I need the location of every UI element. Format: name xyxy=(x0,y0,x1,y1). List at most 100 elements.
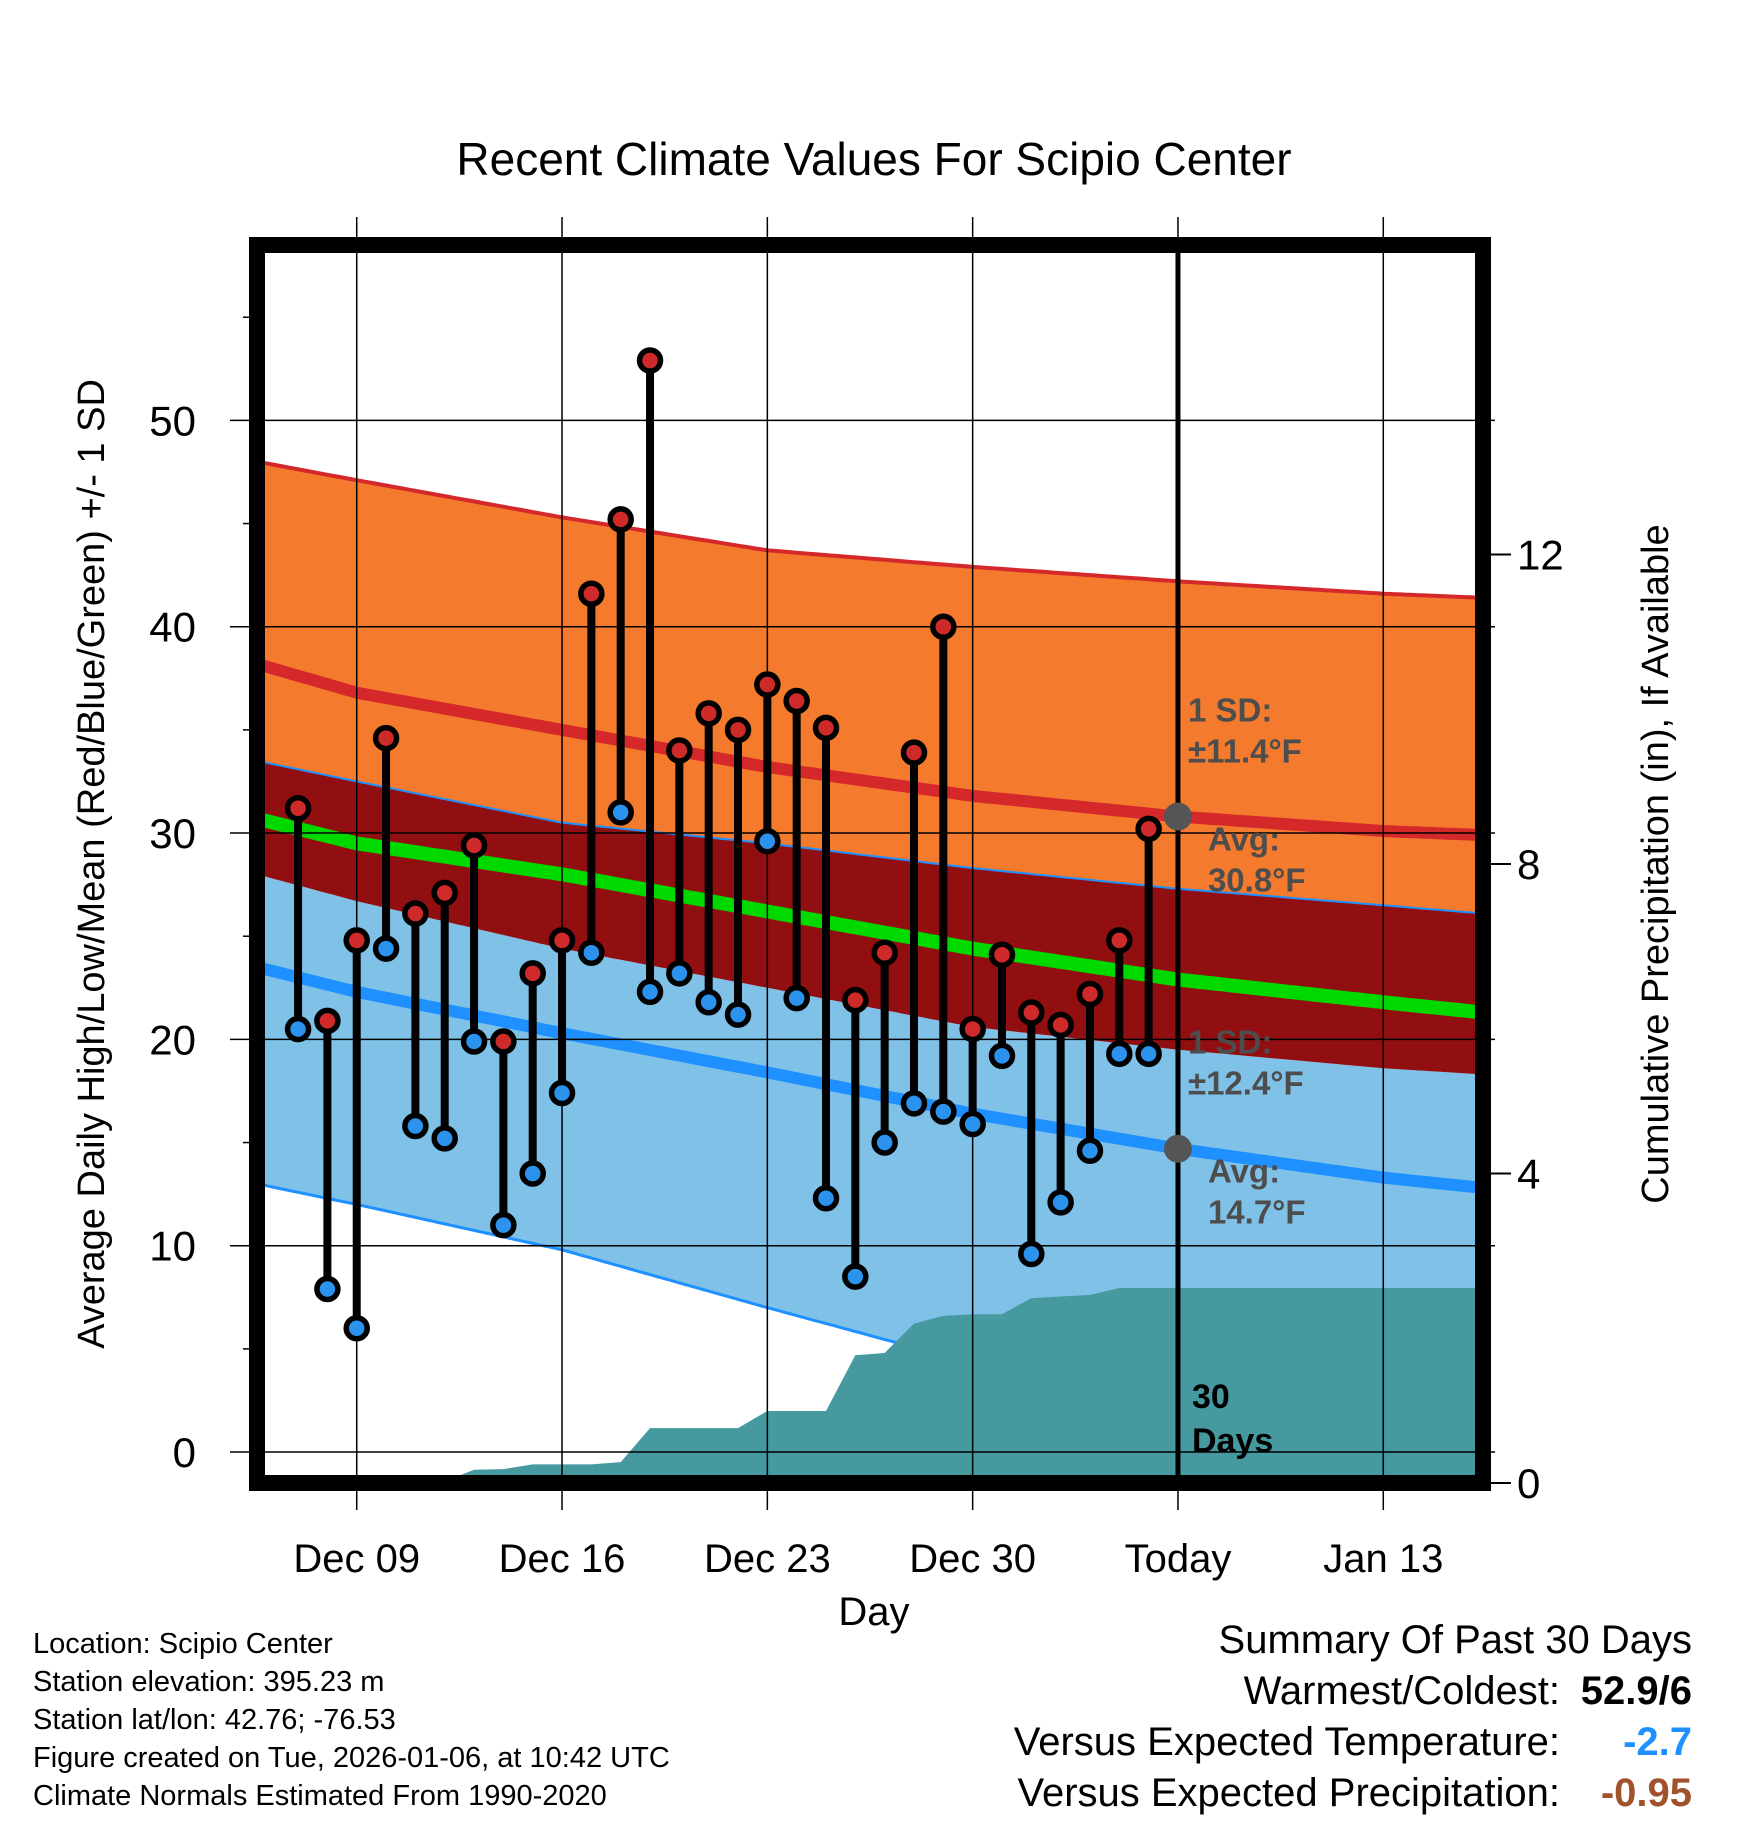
y2-axis: 0 4 8 12 xyxy=(1491,532,1564,1507)
normal-low-line xyxy=(257,961,1483,1194)
obs-low-point xyxy=(431,1125,458,1152)
obs-high-point xyxy=(519,960,546,987)
obs-high-point xyxy=(871,939,898,966)
obs-low-point xyxy=(343,1315,370,1342)
obs-high-point xyxy=(666,737,693,764)
temp-anomaly-value: -2.7 xyxy=(1623,1720,1692,1764)
obs-high-point xyxy=(314,1007,341,1035)
obs-low-point xyxy=(1106,1040,1133,1068)
obs-high-point xyxy=(724,716,752,744)
precip-anomaly-value: -0.95 xyxy=(1600,1771,1692,1815)
obs-low-point xyxy=(1047,1189,1074,1216)
y2-axis-label: Cumulative Precipitation (in), If Availa… xyxy=(1635,524,1677,1203)
obs-high-point xyxy=(1047,1011,1074,1039)
summary-panel: Summary Of Past 30 Days Warmest/Coldest:… xyxy=(872,1618,1692,1822)
obs-high-point xyxy=(578,580,605,607)
obs-high-point xyxy=(695,700,722,727)
x-tick-label: Dec 16 xyxy=(499,1537,626,1581)
obs-high-point xyxy=(284,795,312,822)
obs-low-point xyxy=(372,935,400,962)
warmest-coldest-value: 52.9/6 xyxy=(1580,1669,1692,1713)
low-sd-value: ±12.4°F xyxy=(1188,1065,1304,1102)
summary-row-precip: Versus Expected Precipitation: -0.95 xyxy=(872,1771,1692,1822)
y2-tick-label: 8 xyxy=(1517,841,1540,888)
obs-low-point xyxy=(548,1079,576,1107)
summary-row-temp: Versus Expected Temperature: -2.7 xyxy=(872,1720,1692,1771)
obs-high-point xyxy=(372,724,400,752)
y-tick-label: 50 xyxy=(149,397,196,444)
obs-high-point xyxy=(783,687,810,715)
high-avg-marker xyxy=(1163,802,1192,831)
high-avg-value: 30.8°F xyxy=(1208,862,1306,899)
low-avg-value: 14.7°F xyxy=(1208,1194,1306,1231)
high-lower-sd-line xyxy=(257,759,1483,915)
obs-low-point xyxy=(1076,1137,1104,1165)
summary-row-warmest: Warmest/Coldest: 52.9/6 xyxy=(872,1669,1692,1720)
obs-high-point xyxy=(460,832,488,859)
obs-low-point xyxy=(607,799,634,826)
obs-high-point xyxy=(548,927,576,954)
obs-low-point xyxy=(988,1042,1016,1070)
obs-high-point xyxy=(1018,999,1045,1026)
y-tick-label: 10 xyxy=(149,1223,196,1270)
low-avg-label: Avg: xyxy=(1208,1153,1280,1190)
location-text: Location: Scipio Center xyxy=(33,1628,333,1660)
obs-high-point xyxy=(1076,980,1104,1008)
obs-high-point xyxy=(1106,927,1133,954)
obs-low-point xyxy=(578,939,605,966)
x-tick-label: Dec 09 xyxy=(293,1537,420,1581)
obs-low-point xyxy=(402,1112,429,1140)
normals-text: Climate Normals Estimated From 1990-2020 xyxy=(33,1780,607,1812)
x-axis-label: Day xyxy=(838,1590,909,1634)
obs-low-point xyxy=(783,984,810,1012)
annotations: 1 SD: ±11.4°F Avg: 30.8°F 1 SD: ±12.4°F Avg: 14… xyxy=(1188,692,1306,1231)
obs-low-point xyxy=(1018,1240,1045,1268)
normal-high-line xyxy=(257,658,1483,842)
plot-frame xyxy=(249,237,1491,1491)
obs-high-point xyxy=(343,927,370,954)
x-tick-label: Dec 30 xyxy=(909,1537,1036,1581)
obs-low-point xyxy=(284,1015,312,1043)
y-tick-label: 40 xyxy=(149,604,196,651)
obs-low-point xyxy=(724,1001,752,1028)
y-tick-label: 20 xyxy=(149,1016,196,1063)
temp-anomaly-label: Versus Expected Temperature: xyxy=(1013,1720,1560,1764)
obs-high-point xyxy=(988,941,1016,969)
obs-high-point xyxy=(930,613,957,640)
normal-mean-line xyxy=(257,811,1483,1020)
obs-low-point xyxy=(871,1129,898,1156)
low-avg-marker xyxy=(1163,1134,1192,1163)
y-axis: 0 10 20 30 40 50 xyxy=(149,316,249,1476)
high-sd-value: ±11.4°F xyxy=(1188,733,1302,770)
window-label: 30 xyxy=(1192,1378,1230,1416)
obs-low-point xyxy=(900,1090,928,1117)
obs-high-point xyxy=(636,347,664,374)
warmest-coldest-label: Warmest/Coldest: xyxy=(1243,1669,1560,1713)
obs-high-point xyxy=(900,739,928,766)
obs-high-point xyxy=(842,986,869,1014)
chart-title: Recent Climate Values For Scipio Center xyxy=(456,133,1291,185)
obs-high-point xyxy=(402,900,429,927)
obs-low-point xyxy=(695,988,722,1016)
obs-high-point xyxy=(959,1015,986,1043)
latlon-text: Station lat/lon: 42.76; -76.53 xyxy=(33,1704,396,1736)
y2-tick-label: 0 xyxy=(1517,1460,1540,1507)
obs-low-point xyxy=(959,1110,986,1138)
elevation-text: Station elevation: 395.23 m xyxy=(33,1666,385,1698)
obs-high-point xyxy=(1135,815,1162,843)
obs-low-point xyxy=(519,1160,546,1187)
obs-high-point xyxy=(431,879,458,907)
y2-tick-label: 4 xyxy=(1517,1151,1540,1198)
observations xyxy=(284,347,1162,1342)
window-label: Days xyxy=(1192,1422,1273,1460)
obs-low-point xyxy=(842,1263,869,1290)
obs-high-point xyxy=(754,671,781,698)
obs-high-point xyxy=(490,1028,517,1055)
obs-high-point xyxy=(812,714,840,742)
high-avg-label: Avg: xyxy=(1208,821,1280,858)
obs-low-point xyxy=(930,1098,957,1125)
x-axis: Dec 09 Dec 16 Dec 23 Dec 30 Today Jan 13 xyxy=(293,1537,1443,1581)
station-info: Location: Scipio Center Station elevatio… xyxy=(33,1625,670,1815)
y-tick-label: 30 xyxy=(149,810,196,857)
